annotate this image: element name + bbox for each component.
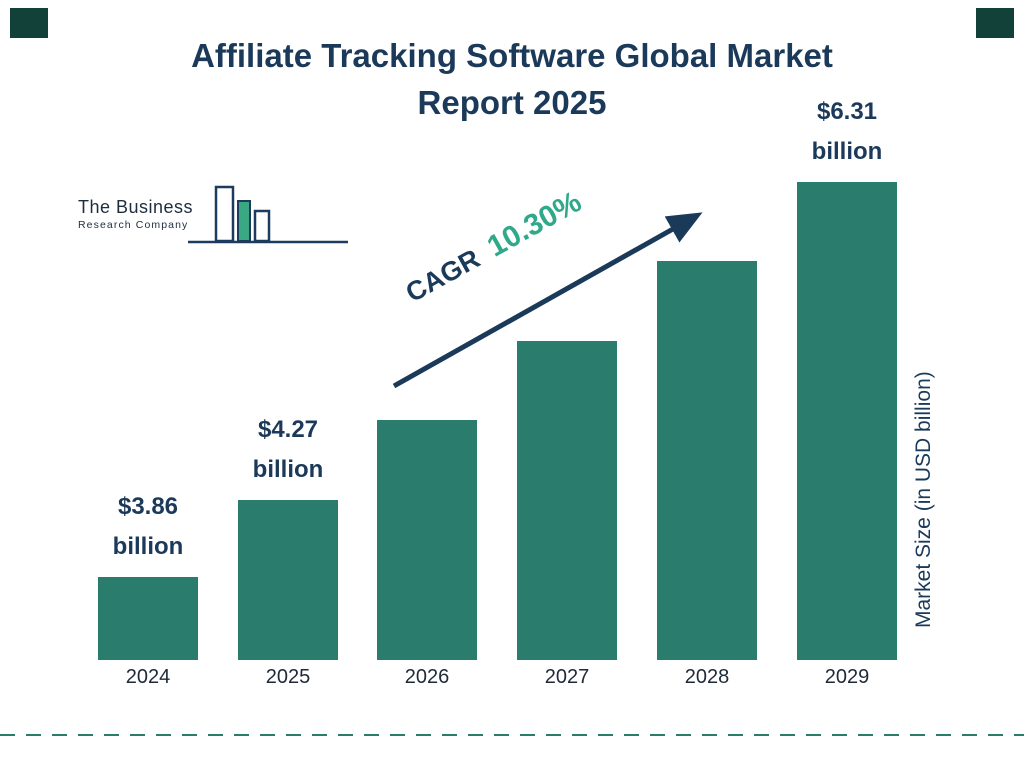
bar-value-label-2029: $6.31 billion	[777, 92, 917, 172]
bar-2027	[517, 341, 617, 660]
page-title-line2: Report 2025	[417, 84, 607, 121]
x-axis-label-2025: 2025	[265, 666, 311, 688]
bottom-dashed-divider	[0, 734, 1024, 736]
bar-value-amount: $3.86	[117, 493, 179, 520]
company-logo-name: The Business	[78, 197, 194, 217]
bar-value-unit: billion	[811, 138, 883, 165]
bar-value-amount: $4.27	[257, 416, 319, 443]
bar-value-unit: billion	[252, 456, 324, 483]
bar-value-unit: billion	[112, 533, 184, 560]
y-axis-title: Market Size (in USD billion)	[912, 371, 935, 629]
page-title-line1: Affiliate Tracking Software Global Marke…	[191, 37, 833, 74]
growth-arrow-icon	[378, 188, 728, 408]
bar-value-label-2024: $3.86 billion	[78, 487, 218, 567]
x-axis-label-2024: 2024	[125, 666, 171, 688]
bar-2026	[377, 420, 477, 660]
bar-value-amount: $6.31	[816, 98, 878, 125]
x-axis-label-2028: 2028	[684, 666, 730, 688]
page-title: Affiliate Tracking Software Global Marke…	[0, 32, 1024, 126]
corner-decoration-left	[10, 8, 48, 38]
company-logo-subname: Research Company	[78, 219, 189, 231]
bar-2028	[657, 261, 757, 660]
bar-2029	[797, 182, 897, 660]
company-logo: The Business Research Company	[70, 183, 348, 253]
company-logo-text: The Business Research Company	[78, 197, 193, 231]
bar-chart-logo-icon	[188, 185, 348, 244]
x-axis-label-2026: 2026	[404, 666, 450, 688]
x-axis-label-2027: 2027	[544, 666, 590, 688]
bar-2024	[98, 577, 198, 660]
x-axis-label-2029: 2029	[824, 666, 870, 688]
bar-2025	[238, 500, 338, 660]
bar-value-label-2025: $4.27 billion	[218, 410, 358, 490]
corner-decoration-right	[976, 8, 1014, 38]
